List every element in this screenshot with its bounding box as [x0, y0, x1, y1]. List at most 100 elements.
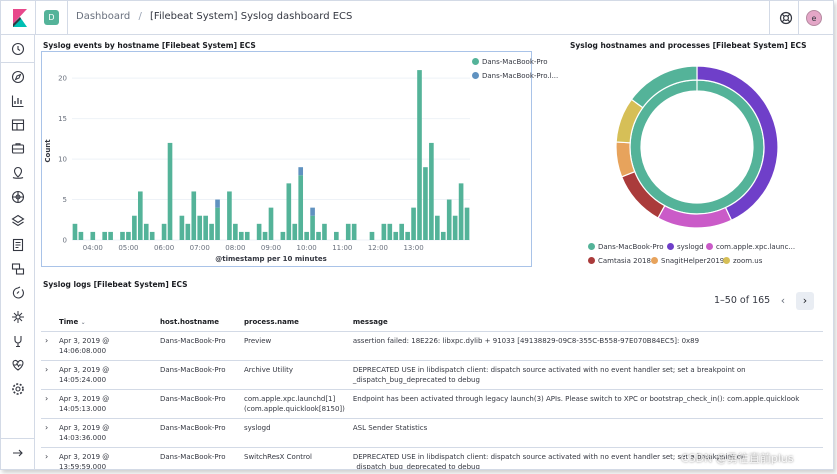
- y-tick-label: 0: [63, 237, 67, 245]
- help-icon[interactable]: [779, 11, 793, 25]
- legend-label: com.apple.xpc.launc...: [716, 243, 796, 251]
- column-header-message[interactable]: message: [348, 313, 823, 332]
- table-row[interactable]: › Apr 3, 2019 @ 14:05:24.000 Dans-MacBook-…: [41, 360, 823, 390]
- legend-color-dot: [472, 72, 479, 79]
- previous-page-button[interactable]: ‹: [780, 294, 786, 307]
- compass-icon[interactable]: [10, 69, 26, 85]
- breadcrumb-dashboard-link[interactable]: Dashboard: [76, 11, 131, 22]
- bar-segment: [126, 231, 131, 240]
- bar-segment: [268, 207, 274, 240]
- uptime-icon[interactable]: [10, 285, 26, 301]
- bar-segment: [262, 231, 268, 240]
- infra-icon[interactable]: [10, 213, 26, 229]
- legend-color-dot: [667, 243, 674, 250]
- apm-icon[interactable]: [10, 261, 26, 277]
- cell-process: Preview: [240, 331, 349, 361]
- siem-icon[interactable]: [10, 309, 26, 325]
- table-row[interactable]: › Apr 3, 2019 @ 14:05:13.000 Dans-MacBook-…: [41, 389, 823, 419]
- logs-icon[interactable]: [10, 237, 26, 253]
- expand-row-icon[interactable]: ›: [41, 418, 55, 448]
- legend-item[interactable]: Dans-MacBook-Pro: [472, 58, 548, 66]
- legend-label: syslogd: [677, 243, 704, 251]
- dashboard-icon[interactable]: [10, 117, 26, 133]
- kibana-logo[interactable]: [11, 9, 29, 27]
- bar-segment: [143, 223, 149, 240]
- ml-icon[interactable]: [10, 189, 26, 205]
- column-header-hostname[interactable]: host.hostname: [156, 313, 240, 332]
- inner-ring-slice[interactable]: [629, 79, 765, 215]
- x-tick-label: 12:00: [368, 244, 388, 252]
- outer-ring-slice[interactable]: [630, 65, 698, 109]
- expand-row-icon[interactable]: ›: [41, 331, 55, 361]
- logs-panel-title: Syslog logs [Filebeat System] ECS: [43, 280, 188, 289]
- bar-segment: [203, 215, 208, 240]
- visualize-icon[interactable]: [10, 93, 26, 109]
- maps-icon[interactable]: [10, 165, 26, 181]
- bar-segment: [393, 231, 399, 240]
- expand-row-icon[interactable]: ›: [41, 360, 55, 390]
- management-icon[interactable]: [10, 381, 26, 397]
- cell-time: Apr 3, 2019 @ 14:03:36.000: [55, 418, 156, 448]
- canvas-icon[interactable]: [10, 141, 26, 157]
- logs-table: Time ⌄ host.hostname process.name messag…: [41, 313, 823, 469]
- header-divider: [798, 1, 799, 35]
- expand-row-icon[interactable]: ›: [41, 389, 55, 419]
- bar-segment: [227, 191, 232, 240]
- table-header-row: Time ⌄ host.hostname process.name messag…: [41, 313, 823, 332]
- cell-hostname: Dans-MacBook-Pro: [156, 360, 240, 390]
- expand-column-header: [41, 313, 55, 332]
- legend-item[interactable]: Dans-MacBook-Pro.l...: [472, 72, 558, 80]
- bar-segment: [446, 199, 452, 240]
- devtools-icon[interactable]: [10, 333, 26, 349]
- bar-segment: [167, 142, 173, 240]
- header-divider: [35, 1, 36, 35]
- x-tick-label: 09:00: [261, 244, 281, 252]
- donut-legend-item[interactable]: syslogd: [667, 243, 704, 251]
- bar-segment: [387, 223, 393, 240]
- donut-legend-item[interactable]: Dans-MacBook-Pro: [588, 243, 664, 251]
- donut-legend-item[interactable]: SnagitHelper2019: [651, 257, 724, 265]
- cell-time: Apr 3, 2019 @ 14:06:08.000: [55, 331, 156, 361]
- bar-segment: [399, 223, 405, 240]
- nav-divider: [1, 62, 35, 63]
- cell-message: ASL Sender Statistics: [348, 418, 823, 448]
- table-row[interactable]: › Apr 3, 2019 @ 14:06:08.000 Dans-MacBook-…: [41, 331, 823, 361]
- breadcrumb: Dashboard / [Filebeat System] Syslog das…: [76, 11, 352, 22]
- breadcrumb-current: [Filebeat System] Syslog dashboard ECS: [150, 11, 353, 22]
- expand-row-icon[interactable]: ›: [41, 447, 55, 469]
- user-avatar[interactable]: e: [806, 10, 822, 26]
- cell-hostname: Dans-MacBook-Pro: [156, 447, 240, 469]
- column-header-time[interactable]: Time ⌄: [55, 313, 156, 332]
- cell-message: assertion failed: 18E226: libxpc.dylib +…: [348, 331, 823, 361]
- cell-time: Apr 3, 2019 @ 14:05:24.000: [55, 360, 156, 390]
- space-avatar[interactable]: D: [44, 10, 59, 25]
- table-row[interactable]: › Apr 3, 2019 @ 14:03:36.000 Dans-MacBook-…: [41, 418, 823, 448]
- table-row[interactable]: › Apr 3, 2019 @ 13:59:59.000 Dans-MacBook-…: [41, 447, 823, 469]
- donut-legend-item[interactable]: com.apple.xpc.launc...: [706, 243, 795, 251]
- cell-message: DEPRECATED USE in libdispatch client: di…: [348, 447, 823, 469]
- next-page-button[interactable]: ›: [796, 292, 814, 310]
- bar-segment: [316, 231, 321, 240]
- monitoring-icon[interactable]: [10, 357, 26, 373]
- y-axis-title: Count: [44, 139, 52, 163]
- y-tick-label: 5: [63, 196, 67, 204]
- donut-legend-item[interactable]: Camtasia 2018: [588, 257, 651, 265]
- legend-label: SnagitHelper2019: [661, 257, 725, 265]
- bar-segment: [102, 231, 107, 240]
- donut-legend-item[interactable]: zoom.us: [723, 257, 762, 265]
- arrow-right-icon[interactable]: [10, 445, 26, 461]
- bar-segment: [185, 223, 191, 240]
- y-tick-label: 15: [58, 115, 67, 123]
- bar-segment: [369, 231, 375, 240]
- column-header-process[interactable]: process.name: [240, 313, 349, 332]
- cell-process: SwitchResX Control: [240, 447, 349, 469]
- clock-icon[interactable]: [10, 41, 26, 57]
- header-divider: [769, 1, 770, 35]
- sort-desc-icon[interactable]: ⌄: [80, 318, 86, 326]
- bar-segment: [440, 231, 446, 240]
- x-tick-label: 06:00: [154, 244, 174, 252]
- x-tick-label: 11:00: [332, 244, 352, 252]
- cell-time: Apr 3, 2019 @ 13:59:59.000: [55, 447, 156, 469]
- legend-color-dot: [472, 58, 479, 65]
